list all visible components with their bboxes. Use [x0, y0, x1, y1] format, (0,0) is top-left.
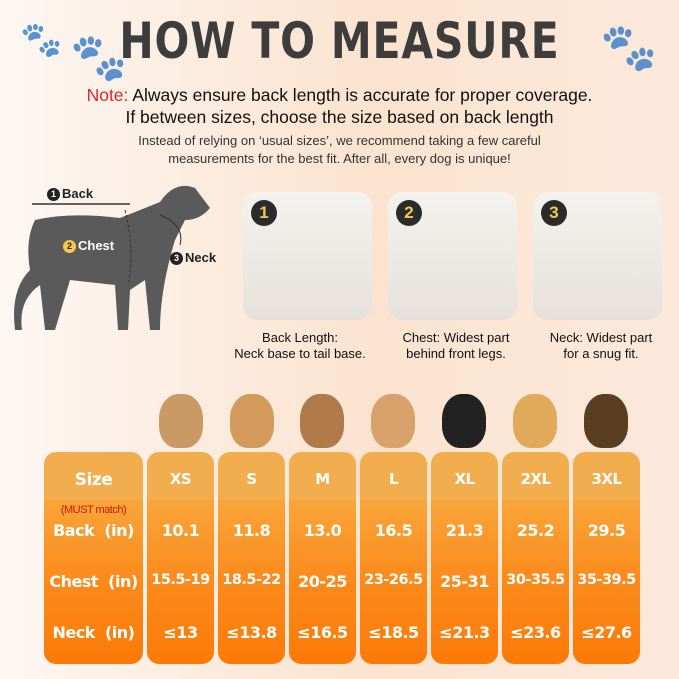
subtext: Instead of relying on ‘usual sizes’, we … — [0, 132, 679, 168]
cell-neck: ≤13 — [163, 623, 198, 642]
step-number: 2 — [396, 200, 422, 226]
size-column-xl: XL 21.3 25-31 ≤21.3 — [431, 452, 498, 664]
note: Note: Always ensure back length is accur… — [0, 84, 679, 128]
cell-back: 29.5 — [587, 521, 626, 540]
cell-neck: ≤21.3 — [439, 623, 490, 642]
back-label: 1 Back — [47, 186, 93, 201]
step-caption-neck: Neck: Widest part for a snug fit. — [549, 330, 653, 361]
must-match-note: (MUST match) — [60, 504, 127, 516]
size-column-2xl: 2XL 25.2 30-35.5 ≤23.6 — [502, 452, 569, 664]
size-column-xs: XS 10.1 15.5-19 ≤13 — [147, 452, 214, 664]
cell-back: 11.8 — [232, 521, 271, 540]
cell-back: 13.0 — [303, 521, 342, 540]
cell-chest: 15.5-19 — [151, 572, 210, 588]
dog-head-s — [230, 394, 274, 448]
row-label-neck: Neck (in) — [52, 623, 135, 642]
dog-head-2xl — [513, 394, 557, 448]
cell-neck: ≤13.8 — [226, 623, 277, 642]
dog-head-xs — [159, 394, 203, 448]
dog-head-3xl — [584, 394, 628, 448]
page-title: HOW TO MEASURE — [119, 12, 560, 70]
row-label-chest: Chest (in) — [49, 572, 138, 591]
cell-neck: ≤18.5 — [368, 623, 419, 642]
paw-icon: 🐾 — [70, 31, 128, 83]
cell-chest: 25-31 — [440, 572, 489, 591]
neck-label: 3 Neck — [170, 250, 216, 265]
cell-chest: 30-35.5 — [506, 572, 565, 588]
cell-neck: ≤23.6 — [510, 623, 561, 642]
cell-chest: 18.5-22 — [222, 572, 281, 588]
subtext-line-1: Instead of relying on ‘usual sizes’, we … — [138, 133, 541, 148]
dog-head-l — [371, 394, 415, 448]
cell-size: 2XL — [520, 470, 551, 488]
size-table-row-labels: Size (MUST match) Back (in) Chest (in) N… — [44, 452, 143, 664]
size-column-m: M 13.0 20-25 ≤16.5 — [289, 452, 356, 664]
step-caption-back: Back Length: Neck base to tail base. — [234, 330, 366, 361]
step-photo-chest: 2 — [388, 192, 517, 320]
step-photo-neck: 3 — [533, 192, 662, 320]
cell-back: 25.2 — [516, 521, 555, 540]
cell-neck: ≤27.6 — [581, 623, 632, 642]
cell-chest: 35-39.5 — [577, 572, 636, 588]
paw-icon: 🐾 — [600, 21, 658, 73]
dog-head-m — [300, 394, 344, 448]
size-column-s: S 11.8 18.5-22 ≤13.8 — [218, 452, 285, 664]
cell-back: 16.5 — [374, 521, 413, 540]
step-caption-chest: Chest: Widest part behind front legs. — [402, 330, 510, 361]
paw-icon: 🐾 — [20, 21, 63, 59]
cell-size: XS — [169, 470, 192, 488]
dog-head-xl — [442, 394, 486, 448]
cell-chest: 23-26.5 — [364, 572, 423, 588]
note-line-1: Always ensure back length is accurate fo… — [132, 85, 593, 105]
size-column-l: L 16.5 23-26.5 ≤18.5 — [360, 452, 427, 664]
dog-silhouette-diagram — [14, 185, 210, 330]
note-line-2: If between sizes, choose the size based … — [125, 107, 554, 127]
note-label: Note: — [86, 85, 129, 105]
chest-label: 2 Chest — [63, 238, 114, 253]
step-photo-back: 1 — [243, 192, 372, 320]
cell-back: 10.1 — [161, 521, 200, 540]
cell-back: 21.3 — [445, 521, 484, 540]
cell-size: S — [246, 470, 257, 488]
step-number: 1 — [251, 200, 277, 226]
row-label-back: Back (in) — [53, 521, 134, 540]
step-number: 3 — [541, 200, 567, 226]
cell-size: XL — [454, 470, 475, 488]
cell-neck: ≤16.5 — [297, 623, 348, 642]
cell-size: M — [315, 470, 330, 488]
subtext-line-2: measurements for the best fit. After all… — [168, 151, 511, 166]
cell-chest: 20-25 — [298, 572, 347, 591]
cell-size: L — [388, 470, 399, 488]
header-size: Size — [74, 470, 113, 490]
cell-size: 3XL — [591, 470, 622, 488]
size-column-3xl: 3XL 29.5 35-39.5 ≤27.6 — [573, 452, 640, 664]
